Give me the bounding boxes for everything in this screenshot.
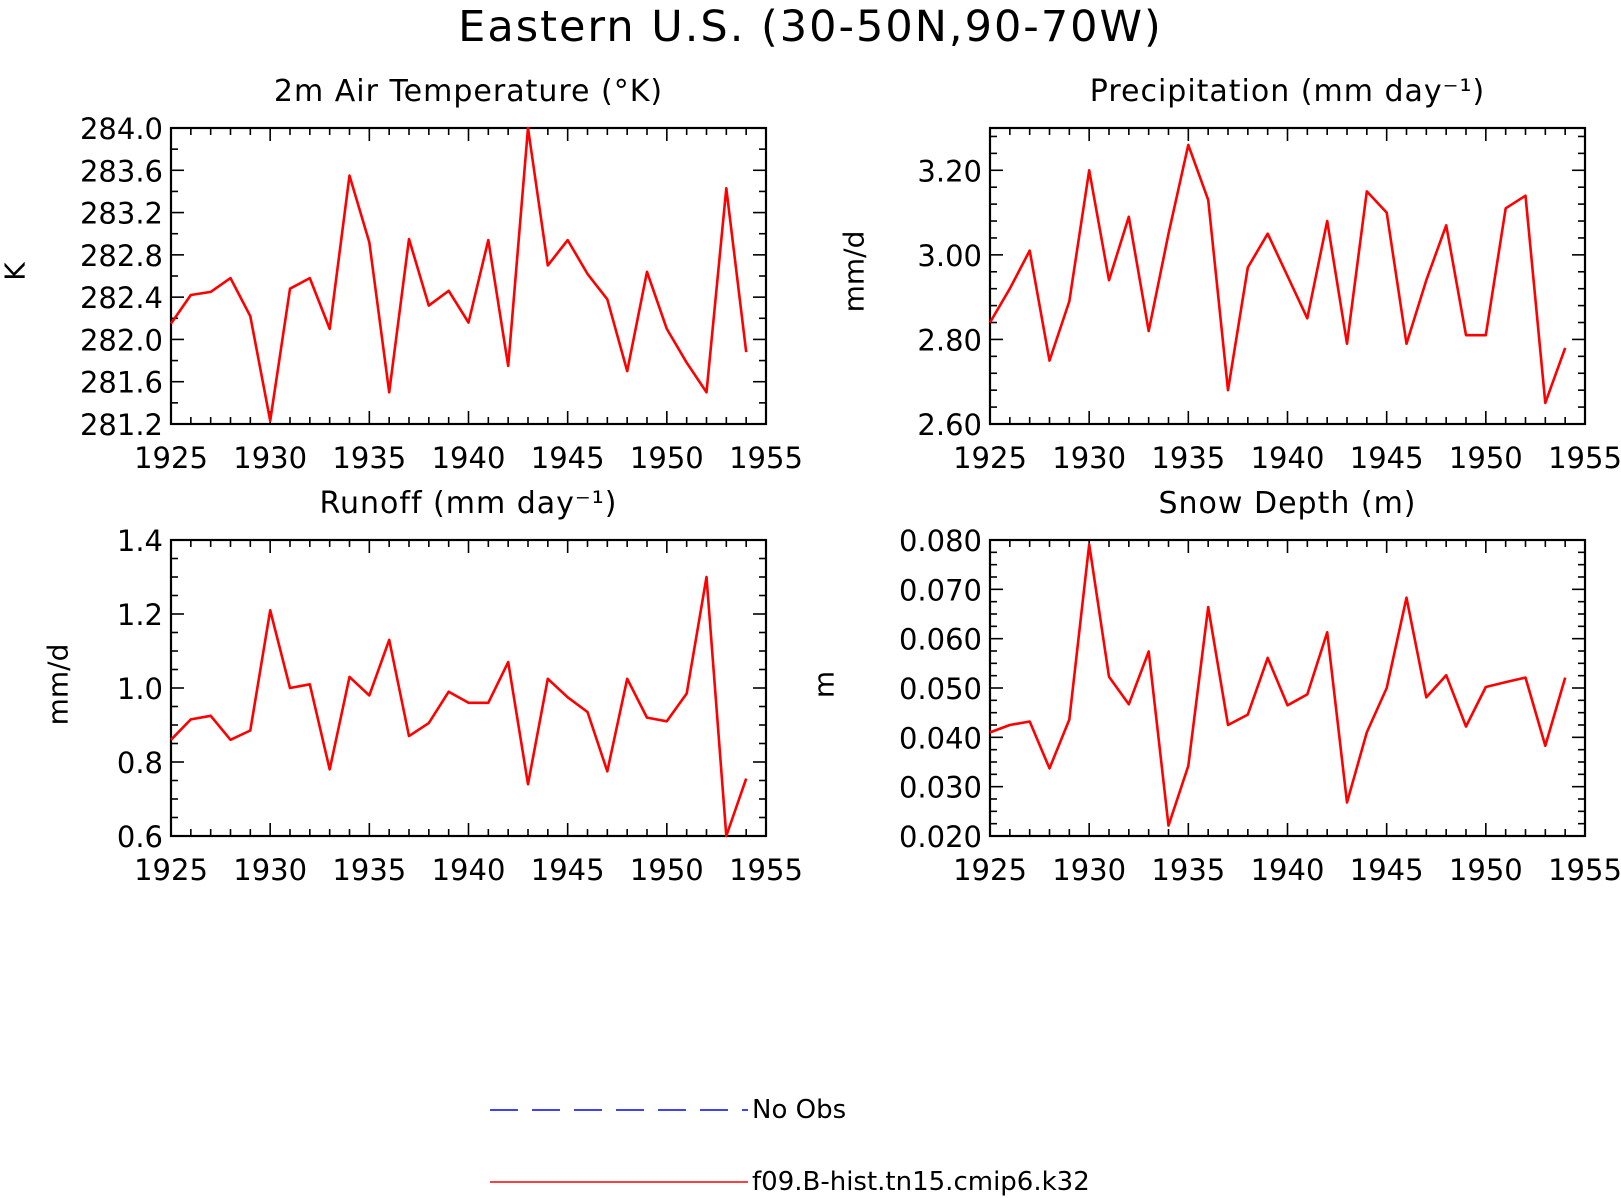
x-tick-label-temperature: 1935 xyxy=(332,441,406,475)
x-tick-label-runoff: 1955 xyxy=(729,853,803,887)
x-tick-label-precipitation: 1955 xyxy=(1548,441,1621,475)
x-tick-label-snow-depth: 1925 xyxy=(953,853,1027,887)
x-tick-label-precipitation: 1940 xyxy=(1251,441,1325,475)
legend-swatch-no-obs xyxy=(490,1109,748,1111)
y-tick-label-temperature: 282.8 xyxy=(80,239,163,273)
y-tick-label-precipitation: 3.00 xyxy=(917,239,982,273)
y-tick-label-snow-depth: 0.070 xyxy=(899,573,982,607)
series-line-snow-depth xyxy=(989,543,1567,827)
x-tick-label-temperature: 1940 xyxy=(432,441,506,475)
series-line-runoff xyxy=(170,575,748,838)
legend-label-model: f09.B-hist.tn15.cmip6.k32 xyxy=(752,1167,1090,1197)
y-tick-label-snow-depth: 0.050 xyxy=(899,672,982,706)
x-tick-label-snow-depth: 1950 xyxy=(1449,853,1523,887)
y-tick-label-precipitation: 3.20 xyxy=(917,154,982,188)
x-tick-label-runoff: 1940 xyxy=(432,853,506,887)
x-tick-label-runoff: 1935 xyxy=(332,853,406,887)
x-tick-label-precipitation: 1950 xyxy=(1449,441,1523,475)
panel-title-precipitation: Precipitation (mm day⁻¹) xyxy=(1089,74,1486,109)
y-tick-label-temperature: 281.6 xyxy=(80,366,163,400)
x-tick-label-temperature: 1945 xyxy=(531,441,605,475)
x-tick-label-temperature: 1950 xyxy=(630,441,704,475)
y-tick-label-temperature: 283.6 xyxy=(80,154,163,188)
y-tick-label-runoff: 1.4 xyxy=(117,524,163,558)
panel-title-runoff: Runoff (mm day⁻¹) xyxy=(319,486,618,521)
x-tick-label-precipitation: 1945 xyxy=(1350,441,1424,475)
y-tick-label-runoff: 0.8 xyxy=(117,746,163,780)
panel-title-snow-depth: Snow Depth (m) xyxy=(1158,486,1417,521)
x-tick-label-snow-depth: 1930 xyxy=(1052,853,1126,887)
y-tick-label-runoff: 1.0 xyxy=(117,672,163,706)
panel-title-temperature: 2m Air Temperature (°K) xyxy=(273,74,664,109)
x-tick-label-runoff: 1925 xyxy=(134,853,208,887)
x-tick-label-snow-depth: 1945 xyxy=(1350,853,1424,887)
y-tick-label-temperature: 283.2 xyxy=(80,197,163,231)
figure-title: Eastern U.S. (30-50N,90-70W) xyxy=(458,2,1163,52)
plot-frame-runoff xyxy=(169,538,768,838)
y-tick-label-snow-depth: 0.060 xyxy=(899,623,982,657)
x-tick-label-snow-depth: 1955 xyxy=(1548,853,1621,887)
y-tick-label-snow-depth: 0.020 xyxy=(899,820,982,854)
x-tick-label-snow-depth: 1940 xyxy=(1251,853,1325,887)
legend-swatch-model xyxy=(490,1181,748,1183)
x-tick-label-temperature: 1955 xyxy=(729,441,803,475)
series-line-precipitation xyxy=(988,143,1567,405)
x-tick-label-runoff: 1945 xyxy=(531,853,605,887)
plot-frame-snow-depth xyxy=(988,538,1587,838)
x-tick-label-precipitation: 1930 xyxy=(1052,441,1126,475)
y-tick-label-temperature: 282.0 xyxy=(80,323,163,357)
x-tick-label-runoff: 1950 xyxy=(630,853,704,887)
y-tick-label-temperature: 281.2 xyxy=(80,408,163,442)
x-tick-label-precipitation: 1925 xyxy=(953,441,1027,475)
y-tick-label-runoff: 1.2 xyxy=(117,598,163,632)
y-tick-label-snow-depth: 0.030 xyxy=(899,771,982,805)
series-line-temperature xyxy=(169,126,748,423)
y-tick-label-runoff: 0.6 xyxy=(117,820,163,854)
x-tick-label-precipitation: 1935 xyxy=(1151,441,1225,475)
plot-frame-temperature xyxy=(169,126,768,426)
y-tick-label-temperature: 282.4 xyxy=(80,281,163,315)
y-tick-label-precipitation: 2.60 xyxy=(917,408,982,442)
y-tick-label-temperature: 284.0 xyxy=(80,112,163,146)
legend-label-no-obs: No Obs xyxy=(752,1095,847,1125)
y-tick-label-precipitation: 2.80 xyxy=(917,323,982,357)
x-tick-label-temperature: 1930 xyxy=(233,441,307,475)
y-tick-label-snow-depth: 0.080 xyxy=(899,524,982,558)
y-tick-label-snow-depth: 0.040 xyxy=(899,721,982,755)
x-tick-label-temperature: 1925 xyxy=(134,441,208,475)
x-tick-label-snow-depth: 1935 xyxy=(1151,853,1225,887)
x-tick-label-runoff: 1930 xyxy=(233,853,307,887)
